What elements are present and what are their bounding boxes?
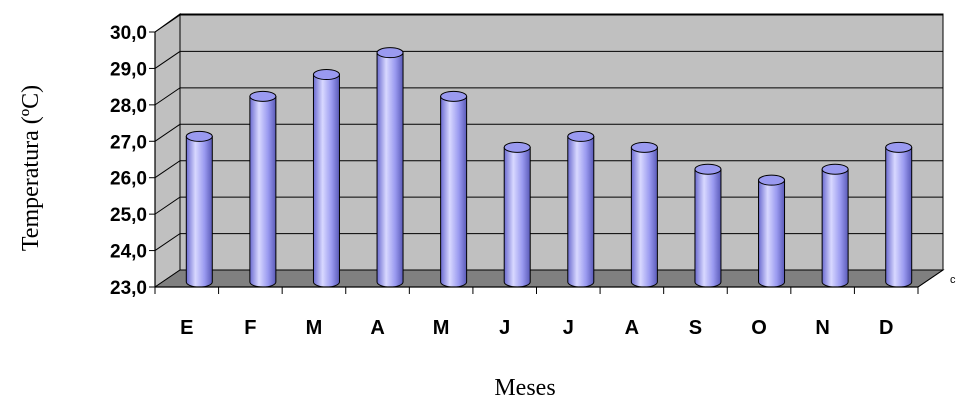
side-wall [154,13,181,288]
gridline [154,160,943,179]
bar [249,90,277,288]
x-tick-label: A [370,317,384,339]
bar [630,141,658,288]
bar-body [758,179,786,288]
bar-top [821,163,849,175]
x-axis-title: Meses [494,375,555,401]
bar-top [376,47,404,59]
bar-top [312,69,340,80]
bar-top [885,141,913,153]
bar-top [630,141,658,153]
y-tick-label: 24,0 [110,242,147,263]
x-tick-label: M [306,317,323,339]
bar-body [249,95,277,288]
y-tick-label: 28,0 [110,96,147,117]
gridline [154,123,943,142]
bar [821,163,849,288]
bar [440,90,468,288]
bar-top [758,174,786,186]
bar [758,174,786,288]
corner-label: c [950,274,956,286]
bar-top [694,163,722,175]
x-tick-label: O [751,317,767,339]
y-tick-label: 29,0 [110,59,147,80]
gridlines [154,14,943,251]
x-tick-label: J [563,317,574,339]
gridline [154,87,943,106]
bar-body [885,146,913,288]
gridline [154,50,943,69]
bar-body [376,52,404,288]
bar-body [567,135,595,288]
bar-top [249,90,277,102]
x-tick-label: F [244,317,256,339]
x-tick-label: S [689,317,702,339]
bar [694,163,722,288]
y-tick-label: 27,0 [110,132,147,153]
bar [185,130,213,288]
x-tick-label: E [180,317,193,339]
gridline [154,14,943,33]
bar-body [630,146,658,288]
bar-body [185,135,213,288]
bar-body [694,168,722,288]
x-tick-label: J [499,317,510,339]
bar-body [440,95,468,288]
bars-group [185,47,913,288]
bar-top [503,141,531,153]
bar-body [821,168,849,288]
x-tick-label: M [433,317,450,339]
y-tick-label: 23,0 [110,278,147,299]
bar [885,141,913,288]
x-tick-label: D [879,317,893,339]
x-tick-label: N [815,317,829,339]
y-tick-label: 25,0 [110,205,147,226]
x-axis-depth-edge [917,269,944,288]
bar [376,47,404,288]
bar-top [185,130,213,142]
gridline [154,196,943,215]
y-axis: 23,0 24,0 25,0 26,0 27,0 28,0 29,0 30,0 [110,23,156,299]
bar [312,69,340,288]
bar-top [440,90,468,102]
bar-body [312,74,340,288]
x-tick-label: A [625,317,639,339]
y-tick-label: 30,0 [110,23,147,44]
bar-body [503,146,531,288]
y-tick-label: 26,0 [110,169,147,190]
gridline [154,233,943,251]
bar-top [567,130,595,142]
y-axis-title: Temperatura (ºC) [18,85,44,251]
bar [567,130,595,288]
bar [503,141,531,288]
